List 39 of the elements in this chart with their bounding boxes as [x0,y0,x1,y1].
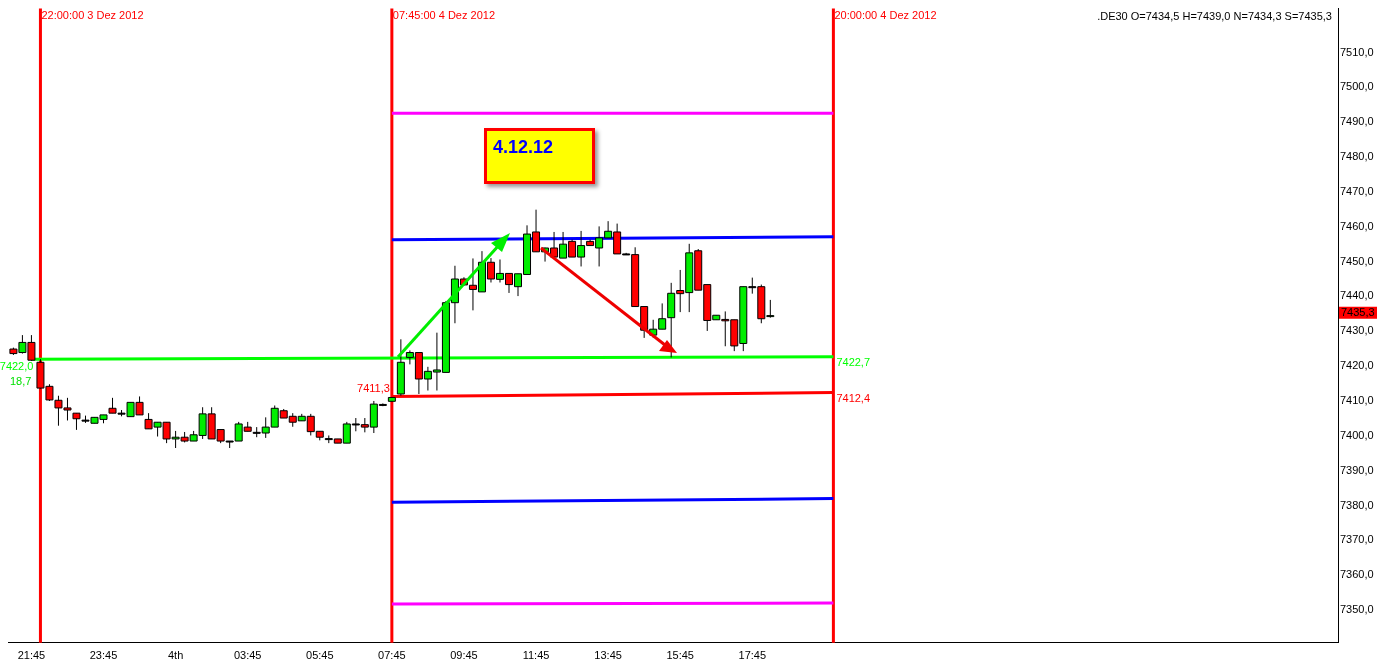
y-tick-label: 7470,0 [1340,184,1374,197]
annotation: 4.12.12 [484,128,595,184]
y-tick-label: 7390,0 [1340,463,1374,476]
x-tick-label: 21:45 [17,649,46,662]
annotation: 7422,0 [0,360,34,373]
y-tick-label: 7510,0 [1340,45,1374,58]
y-tick-label: 7350,0 [1340,603,1374,616]
ref-line-label: 22:00:00 3 Dez 2012 [41,9,144,22]
y-tick-label: 7380,0 [1340,498,1374,511]
annotation: 7435,3 [1341,305,1375,318]
annotation: 7411,3 [357,382,390,395]
x-tick-label: 05:45 [306,649,334,662]
ref-line-label: 20:00:00 4 Dez 2012 [834,9,937,22]
x-tick-label: 03:45 [233,649,262,662]
y-tick-label: 7440,0 [1340,289,1374,302]
x-tick-label: 15:45 [666,649,694,662]
y-tick-label: 7430,0 [1340,324,1374,337]
x-tick-label: 17:45 [738,649,767,662]
y-tick-label: 7410,0 [1340,394,1374,406]
y-tick-label: 7420,0 [1340,359,1374,372]
y-tick-label: 7490,0 [1340,115,1374,128]
y-tick-label: 7360,0 [1340,568,1374,581]
x-tick-label: 4th [167,649,184,662]
annotation: 7422,7 [836,355,871,368]
annotation: 18,7 [10,374,32,387]
y-tick-label: 7480,0 [1340,150,1374,163]
x-tick-label: 11:45 [522,649,550,662]
x-tick-label: 09:45 [450,649,478,662]
chart-title: .DE30 O=7434,5 H=7439,0 N=7434,3 S=7435,3 [1097,10,1332,23]
y-tick-label: 7500,0 [1340,80,1374,93]
y-tick-label: 7450,0 [1340,254,1374,267]
annotation: 7412,4 [836,391,871,404]
y-tick-label: 7400,0 [1340,428,1374,441]
x-tick-label: 13:45 [594,649,622,662]
y-tick-label: 7370,0 [1340,533,1374,546]
ref-line-label: 07:45:00 4 Dez 2012 [392,9,495,22]
x-tick-label: 23:45 [89,649,118,662]
x-tick-label: 07:45 [378,649,406,662]
y-tick-label: 7460,0 [1340,219,1374,232]
